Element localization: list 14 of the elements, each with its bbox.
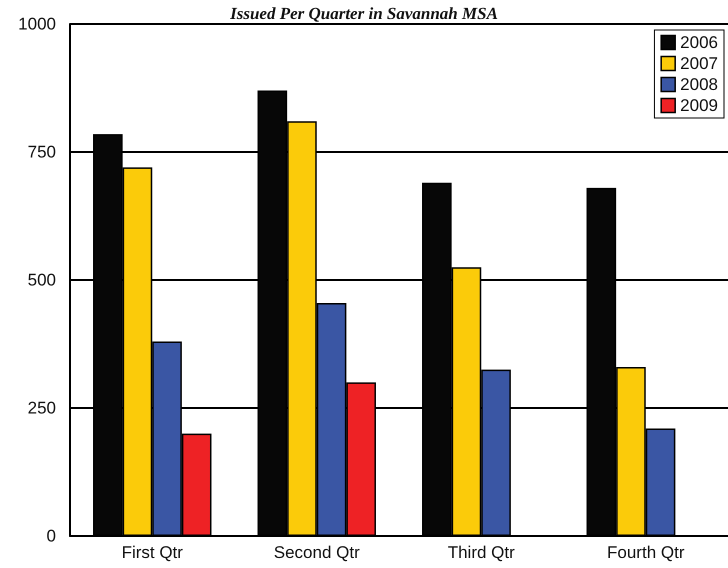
x-tick-label: Third Qtr <box>448 543 516 562</box>
y-tick-label: 0 <box>46 526 56 546</box>
y-tick-label: 1000 <box>18 14 56 34</box>
x-tick-label: Second Qtr <box>274 543 360 562</box>
legend-label: 2007 <box>680 54 718 73</box>
legend-label: 2009 <box>680 96 718 115</box>
x-tick-label: Fourth Qtr <box>607 543 685 562</box>
y-tick-label: 250 <box>28 398 56 418</box>
x-tick-label: First Qtr <box>122 543 184 562</box>
legend-label: 2008 <box>680 75 718 94</box>
chart-title: Issued Per Quarter in Savannah MSA <box>229 4 498 23</box>
legend-label: 2006 <box>680 33 718 52</box>
y-tick-label: 500 <box>28 270 56 290</box>
y-tick-label: 750 <box>28 142 56 162</box>
